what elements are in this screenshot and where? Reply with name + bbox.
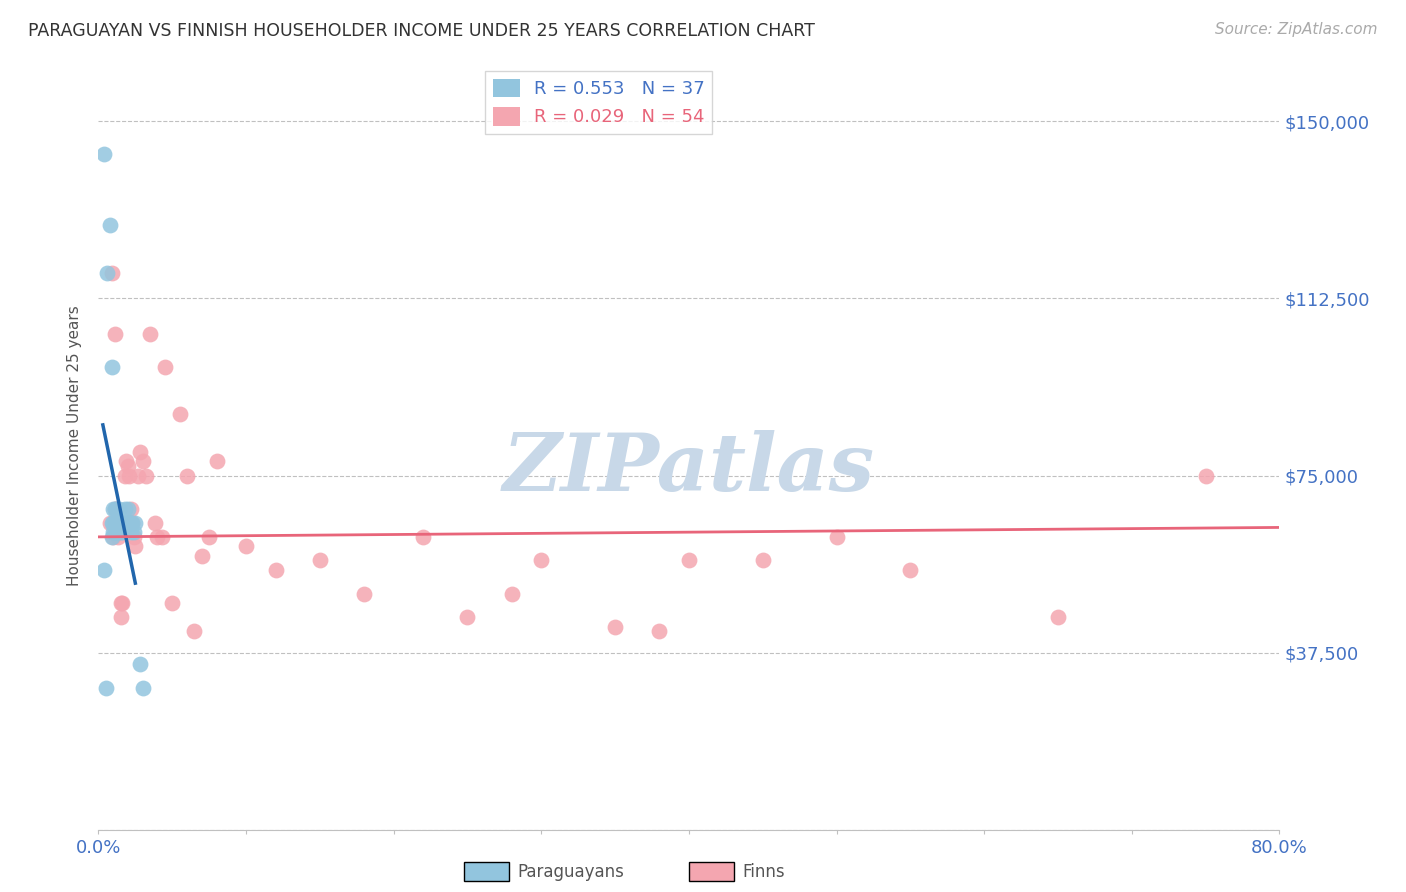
Point: [110, 525, 132, 540]
Text: Source: ZipAtlas.com: Source: ZipAtlas.com: [1215, 22, 1378, 37]
Point: [1046, 610, 1070, 624]
Point: [678, 553, 700, 567]
Point: [118, 516, 141, 530]
Point: [198, 530, 221, 544]
Point: [103, 516, 125, 530]
Point: [124, 516, 146, 530]
Point: [107, 516, 129, 530]
Point: [1195, 468, 1218, 483]
Point: [900, 563, 922, 577]
Point: [132, 681, 155, 695]
Point: [104, 326, 127, 341]
Point: [825, 530, 848, 544]
Point: [105, 501, 128, 516]
Point: [111, 525, 134, 540]
Point: [118, 468, 141, 483]
Point: [93, 563, 115, 577]
Point: [110, 596, 132, 610]
Point: [105, 516, 128, 530]
Point: [127, 468, 149, 483]
Point: [105, 516, 128, 530]
Point: [105, 501, 128, 516]
Point: [114, 468, 136, 483]
Text: ZIPatlas: ZIPatlas: [503, 430, 875, 508]
Y-axis label: Householder Income Under 25 years: Householder Income Under 25 years: [67, 306, 83, 586]
Point: [107, 525, 129, 540]
Point: [121, 516, 143, 530]
Point: [108, 516, 131, 530]
Point: [501, 586, 523, 600]
Point: [100, 530, 122, 544]
Point: [139, 326, 162, 341]
Point: [122, 525, 145, 540]
Point: [112, 516, 135, 530]
Point: [107, 530, 129, 544]
Point: [111, 516, 134, 530]
Point: [103, 501, 125, 516]
Point: [128, 445, 150, 459]
Point: [104, 501, 127, 516]
Legend: R = 0.553   N = 37, R = 0.029   N = 54: R = 0.553 N = 37, R = 0.029 N = 54: [485, 71, 711, 134]
Point: [121, 516, 143, 530]
Point: [176, 468, 198, 483]
Point: [93, 147, 115, 161]
Point: [150, 530, 173, 544]
Point: [100, 266, 122, 280]
Point: [309, 553, 332, 567]
Point: [111, 596, 134, 610]
Point: [114, 501, 136, 516]
Point: [103, 530, 125, 544]
Point: [103, 525, 125, 540]
Point: [353, 586, 375, 600]
Point: [605, 619, 627, 633]
Point: [264, 563, 287, 577]
Text: Finns: Finns: [742, 863, 785, 881]
Point: [191, 549, 214, 563]
Point: [98, 219, 121, 233]
Point: [457, 610, 479, 624]
Point: [124, 539, 146, 553]
Point: [110, 610, 132, 624]
Point: [117, 501, 139, 516]
Point: [98, 516, 121, 530]
Point: [115, 454, 138, 468]
Point: [117, 458, 139, 473]
Point: [143, 516, 166, 530]
Point: [105, 525, 128, 540]
Point: [122, 530, 145, 544]
Point: [146, 530, 169, 544]
Point: [107, 516, 129, 530]
Point: [104, 516, 127, 530]
Point: [752, 553, 775, 567]
Text: Paraguayans: Paraguayans: [517, 863, 624, 881]
Point: [108, 516, 131, 530]
Point: [169, 407, 191, 421]
Point: [120, 525, 142, 540]
Point: [183, 624, 205, 639]
Point: [104, 501, 127, 516]
Point: [110, 516, 132, 530]
Point: [120, 516, 142, 530]
Point: [96, 266, 118, 280]
Point: [235, 539, 257, 553]
Text: PARAGUAYAN VS FINNISH HOUSEHOLDER INCOME UNDER 25 YEARS CORRELATION CHART: PARAGUAYAN VS FINNISH HOUSEHOLDER INCOME…: [28, 22, 815, 40]
Point: [162, 596, 183, 610]
Point: [115, 516, 138, 530]
Point: [100, 359, 122, 374]
Point: [205, 454, 228, 468]
Point: [648, 624, 671, 639]
Point: [112, 516, 135, 530]
Point: [100, 516, 122, 530]
Point: [128, 657, 150, 672]
Point: [153, 359, 176, 374]
Point: [120, 501, 142, 516]
Point: [132, 454, 155, 468]
Point: [412, 530, 434, 544]
Point: [94, 681, 117, 695]
Point: [135, 468, 157, 483]
Point: [108, 501, 131, 516]
Point: [530, 553, 553, 567]
Point: [104, 525, 127, 540]
